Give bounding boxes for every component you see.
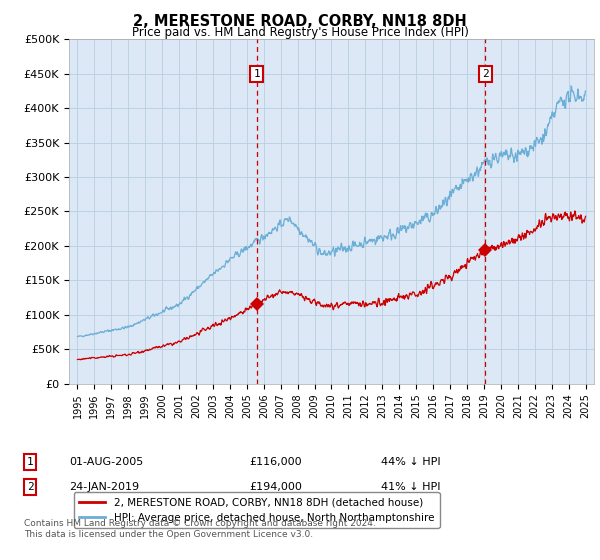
Text: 2: 2 — [482, 69, 488, 78]
Text: £116,000: £116,000 — [249, 457, 302, 467]
Text: 1: 1 — [254, 69, 260, 78]
Text: 44% ↓ HPI: 44% ↓ HPI — [381, 457, 440, 467]
Text: 2, MERESTONE ROAD, CORBY, NN18 8DH: 2, MERESTONE ROAD, CORBY, NN18 8DH — [133, 14, 467, 29]
Legend: 2, MERESTONE ROAD, CORBY, NN18 8DH (detached house), HPI: Average price, detache: 2, MERESTONE ROAD, CORBY, NN18 8DH (deta… — [74, 492, 439, 528]
Text: 01-AUG-2005: 01-AUG-2005 — [69, 457, 143, 467]
Text: 2: 2 — [26, 482, 34, 492]
Text: 41% ↓ HPI: 41% ↓ HPI — [381, 482, 440, 492]
Text: Contains HM Land Registry data © Crown copyright and database right 2024.
This d: Contains HM Land Registry data © Crown c… — [24, 520, 376, 539]
Text: 24-JAN-2019: 24-JAN-2019 — [69, 482, 139, 492]
Text: Price paid vs. HM Land Registry's House Price Index (HPI): Price paid vs. HM Land Registry's House … — [131, 26, 469, 39]
Text: £194,000: £194,000 — [249, 482, 302, 492]
Text: 1: 1 — [26, 457, 34, 467]
